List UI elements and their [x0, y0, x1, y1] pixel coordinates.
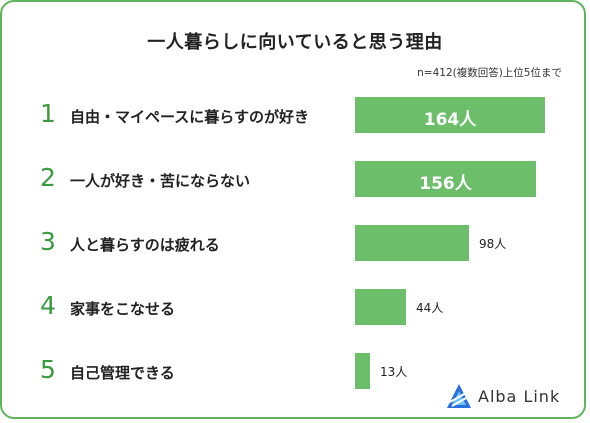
rank-number: 2: [40, 163, 56, 192]
category-label: 家事をこなせる: [70, 300, 176, 318]
bar: [355, 289, 406, 325]
value-label: 98人: [479, 237, 507, 251]
bar: [355, 161, 536, 197]
bar: [355, 97, 545, 133]
value-label: 44人: [416, 301, 444, 315]
rank-number: 3: [40, 227, 56, 256]
rank-number: 5: [40, 355, 56, 384]
logo-text: Alba Link: [478, 386, 561, 406]
category-label: 一人が好き・苦にならない: [70, 172, 251, 190]
category-label: 人と暮らすのは疲れる: [70, 236, 220, 254]
rank-number: 1: [40, 99, 56, 128]
rank-number: 4: [40, 291, 56, 320]
value-label: 164人: [423, 110, 477, 130]
brand-logo: Alba Link: [446, 383, 560, 409]
category-label: 自由・マイペースに暮らすのが好き: [70, 108, 309, 126]
chart-title: 一人暮らしに向いていると思う理由: [147, 32, 443, 53]
value-label: 13人: [380, 365, 408, 379]
category-label: 自己管理できる: [70, 364, 175, 382]
sample-note: n=412(複数回答)上位5位まで: [417, 67, 562, 79]
alba-link-logo-icon: [447, 384, 471, 408]
bar: [355, 225, 469, 261]
value-label: 156人: [419, 174, 472, 194]
bar: [355, 353, 370, 389]
